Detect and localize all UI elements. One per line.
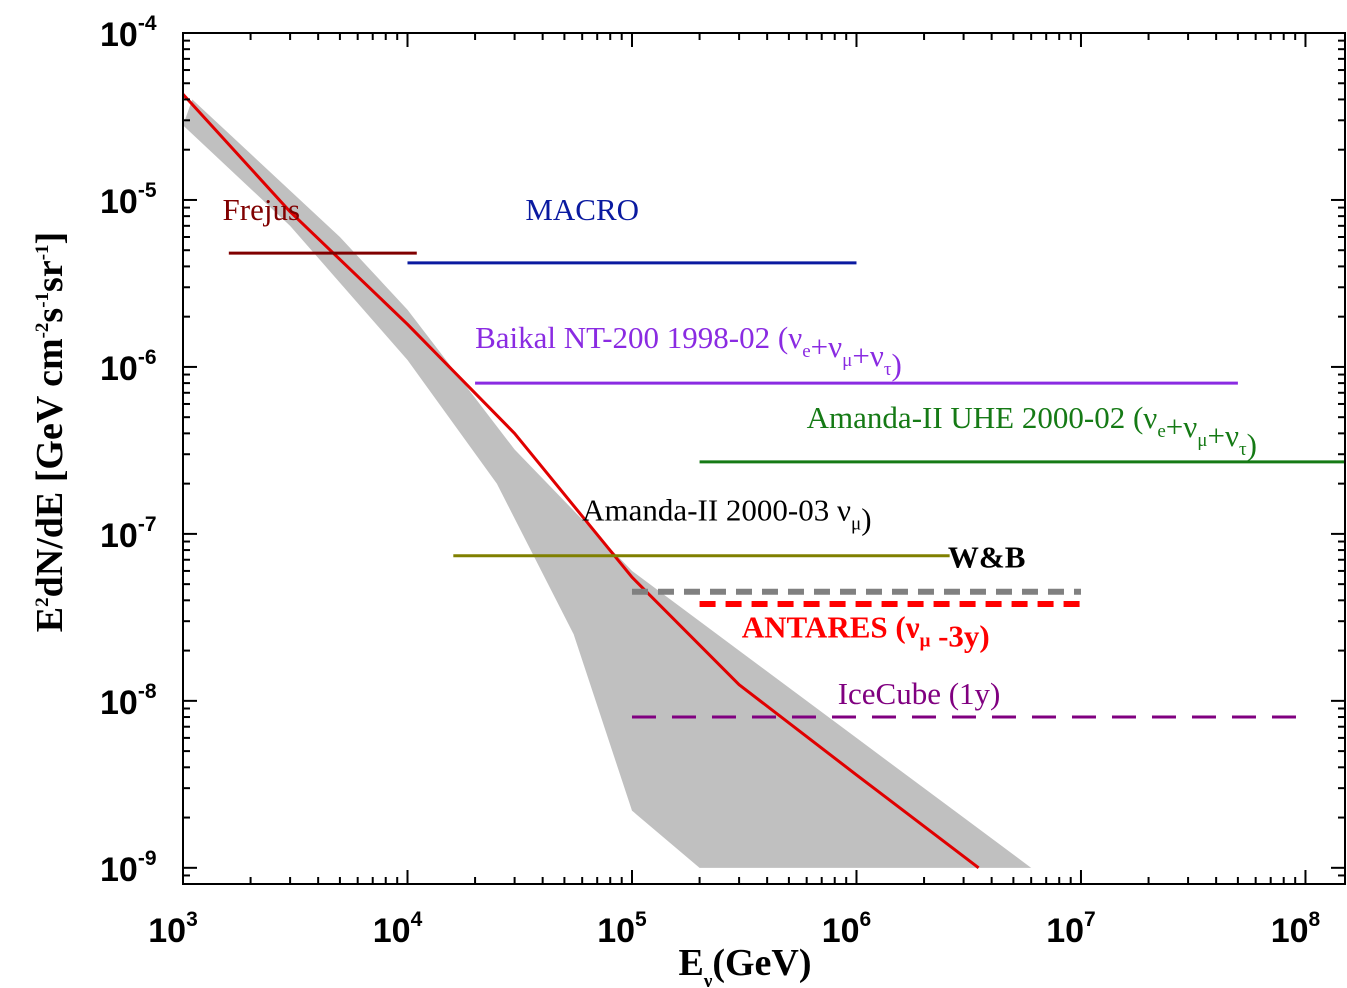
nu-symbol: ν — [905, 609, 920, 644]
y-tick-label-base: 10 — [100, 517, 138, 555]
limit-label-3: Baikal NT-200 1998-02 (νe+νμ+ντ) — [475, 320, 902, 382]
close-paren: ) — [892, 347, 902, 382]
nu-symbol: ν — [1143, 400, 1157, 435]
close-paren: ) — [861, 502, 871, 537]
y-tick-label-exp: -7 — [138, 513, 157, 536]
x-tick-label-base: 10 — [822, 912, 860, 950]
x-tick-label-base: 10 — [1271, 912, 1309, 950]
x-axis-label-sub: ν — [703, 971, 713, 988]
nu-symbol: ν — [1183, 409, 1197, 444]
y-tick-label-exp: -5 — [138, 179, 157, 202]
limit-label-7: ANTARES (νμ -3y) — [742, 609, 990, 653]
limit-label-5: Amanda-II 2000-03 νμ) — [582, 493, 871, 537]
y-axis-label-sup1: 2 — [32, 597, 53, 607]
x-tick-label: 108 — [1271, 908, 1321, 950]
x-tick-label-base: 10 — [1046, 912, 1084, 950]
nu-flavor-sub: μ — [851, 514, 861, 535]
y-axis-label-sup4: -1 — [32, 244, 53, 260]
x-tick-label-exp: 5 — [635, 908, 647, 931]
x-tick-label-base: 10 — [373, 912, 411, 950]
nu-flavor-sub: τ — [884, 359, 892, 380]
nu-flavor-sub: μ — [1197, 430, 1207, 451]
plus-sign: + — [852, 338, 869, 373]
y-tick-label-base: 10 — [100, 684, 138, 722]
x-axis-label-main: E — [678, 942, 703, 984]
x-axis-label: Eν(GeV) — [678, 942, 811, 988]
y-tick-label: 10-9 — [100, 847, 157, 889]
x-tick-label-base: 10 — [597, 912, 635, 950]
y-tick-label-exp: -6 — [138, 346, 157, 369]
y-axis-label-part1: E — [29, 607, 71, 632]
limit-label-4: Amanda-II UHE 2000-02 (νe+νμ+ντ) — [807, 400, 1257, 462]
limit-label-text-2: MACRO — [525, 192, 639, 227]
plot-frame — [182, 32, 1346, 885]
plus-sign: + — [811, 329, 828, 364]
nu-flavor-sub: μ — [920, 630, 931, 651]
y-axis-label-part5: ] — [29, 232, 71, 245]
x-tick-label-exp: 7 — [1084, 908, 1096, 931]
x-tick-label-exp: 4 — [411, 908, 423, 931]
limit-label-tail-7: -3y) — [930, 618, 989, 653]
nu-symbol: ν — [1225, 418, 1239, 453]
y-tick-label-exp: -8 — [138, 680, 157, 703]
y-axis-label-sup2: -2 — [32, 323, 53, 339]
nu-symbol: ν — [870, 338, 884, 373]
y-tick-label-exp: -9 — [138, 847, 157, 870]
limit-label-text-1: Frejus — [223, 192, 300, 227]
limit-label-8: IceCube (1y) — [838, 676, 1001, 711]
y-axis-label-sup3: -1 — [32, 292, 53, 308]
limit-label-1: Frejus — [223, 192, 300, 227]
uncertainty-band — [183, 99, 1032, 868]
nu-symbol: ν — [828, 329, 842, 364]
y-tick-label-base: 10 — [100, 16, 138, 54]
nu-flavor-sub: τ — [1239, 439, 1247, 460]
y-tick-label-base: 10 — [100, 183, 138, 221]
x-tick-label: 104 — [373, 908, 423, 950]
nu-flavor-sub: μ — [842, 350, 852, 371]
y-tick-label: 10-4 — [100, 12, 157, 54]
nu-symbol: ν — [788, 320, 802, 355]
y-tick-label-exp: -4 — [138, 12, 157, 35]
x-tick-label: 106 — [822, 908, 872, 950]
plus-sign: + — [1207, 418, 1224, 453]
nu-flavor-sub: e — [802, 341, 810, 362]
y-axis-label-part2: dN/dE [GeV cm — [29, 338, 71, 597]
nu-symbol: ν — [837, 493, 851, 528]
y-axis-label-part4: sr — [29, 260, 71, 292]
x-tick-label-exp: 3 — [186, 908, 198, 931]
plus-sign: + — [1166, 409, 1183, 444]
x-axis-label-rest: (GeV) — [712, 942, 811, 984]
nu-flavor-sub: e — [1157, 421, 1165, 442]
limit-label-text-5: Amanda-II 2000-03 — [582, 493, 837, 528]
y-axis-label: E2dN/dE [GeV cm-2s-1sr-1] — [29, 232, 71, 632]
plot-area — [181, 93, 1345, 869]
y-axis-label-part3: s — [29, 308, 71, 323]
axes-frame: 103 104 105 106 107 10810-910-810-710-610-510… — [100, 12, 1346, 950]
limit-label-6: W&B — [948, 539, 1026, 574]
x-tick-label: 105 — [597, 908, 647, 950]
y-tick-label-base: 10 — [100, 350, 138, 388]
limit-label-text-7: ANTARES ( — [742, 609, 906, 644]
limit-label-text-8: IceCube (1y) — [838, 676, 1001, 711]
limit-label-2: MACRO — [525, 192, 639, 227]
close-paren: ) — [1247, 427, 1257, 462]
x-tick-label-exp: 8 — [1309, 908, 1321, 931]
model-flux-curve — [181, 93, 980, 869]
x-tick-label-base: 10 — [148, 912, 186, 950]
limit-label-text-3: Baikal NT-200 1998-02 ( — [475, 320, 788, 355]
y-tick-label: 10-5 — [100, 179, 157, 221]
y-tick-label: 10-6 — [100, 346, 157, 388]
x-tick-label: 103 — [148, 908, 198, 950]
x-tick-label: 107 — [1046, 908, 1096, 950]
y-tick-label: 10-8 — [100, 680, 157, 722]
y-tick-label: 10-7 — [100, 513, 157, 555]
limit-label-text-4: Amanda-II UHE 2000-02 ( — [807, 400, 1144, 435]
y-tick-label-base: 10 — [100, 851, 138, 889]
limit-label-text-6: W&B — [948, 539, 1026, 574]
x-tick-label-exp: 6 — [860, 908, 872, 931]
